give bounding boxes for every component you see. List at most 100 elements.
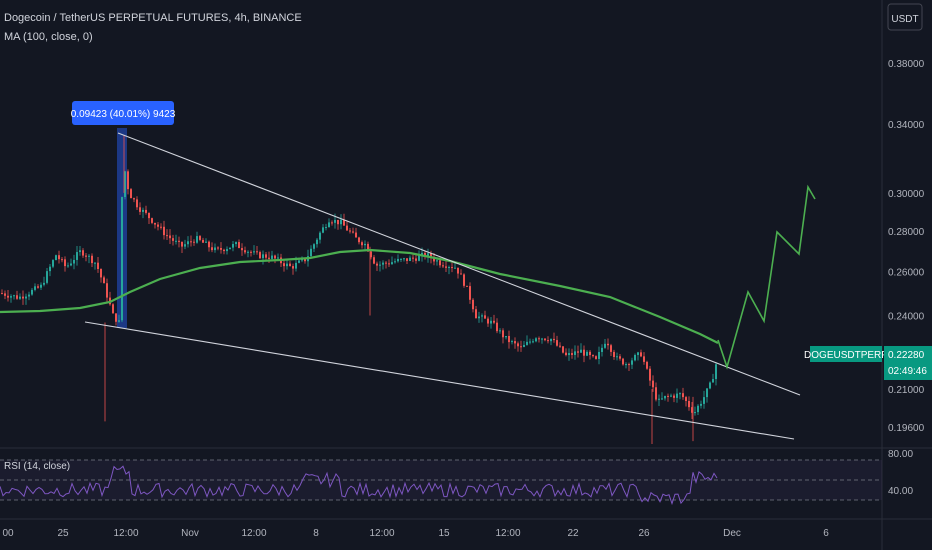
candle-body xyxy=(337,219,339,225)
candle-body xyxy=(544,338,546,341)
time-tick-label: 22 xyxy=(567,528,579,539)
time-axis[interactable]: 00 25 12:00 Nov 12:00 8 12:00 15 12:00 22 26 Dec 6 xyxy=(2,528,829,539)
candle-body xyxy=(181,241,183,247)
candle-body xyxy=(514,341,516,344)
price-tick-label: 0.19600 xyxy=(888,423,925,434)
candle-body xyxy=(37,286,39,288)
candle-body xyxy=(217,247,219,249)
candle-body xyxy=(154,222,156,225)
candle-body xyxy=(136,199,138,208)
candle-body xyxy=(289,263,291,267)
candle-body xyxy=(157,224,159,227)
projection-path xyxy=(717,184,816,370)
candle-body xyxy=(283,263,285,267)
candle-body xyxy=(670,395,672,397)
candle-body xyxy=(151,218,153,223)
candle-body xyxy=(421,252,423,256)
time-tick-label: 25 xyxy=(57,528,69,539)
candle-body xyxy=(106,283,108,298)
candle-body xyxy=(121,197,123,321)
candle-body xyxy=(412,257,414,259)
candle-body xyxy=(235,242,237,245)
candle-body xyxy=(127,171,129,190)
candle-body xyxy=(211,247,213,251)
candle-body xyxy=(682,393,684,398)
countdown-text: 02:49:46 xyxy=(888,366,927,377)
ma-legend[interactable]: MA (100, close, 0) xyxy=(4,31,93,43)
candle-body xyxy=(334,219,336,223)
candle-body xyxy=(559,345,561,347)
candle-body xyxy=(616,356,618,358)
candle-body xyxy=(172,238,174,241)
candle-body xyxy=(346,225,348,231)
candle-body xyxy=(469,286,471,300)
candle-body xyxy=(238,242,240,249)
candle-body xyxy=(169,235,171,239)
candle-body xyxy=(310,248,312,257)
candle-body xyxy=(244,250,246,253)
candle-body xyxy=(664,395,666,399)
candle-body xyxy=(580,349,582,353)
candle-body xyxy=(385,262,387,264)
candle-body xyxy=(58,255,60,260)
candle-body xyxy=(31,289,33,295)
candle-body xyxy=(82,250,84,256)
price-axis[interactable]: 0.38000 0.34000 0.30000 0.28000 0.26000 0.240… xyxy=(888,59,925,434)
candle-body xyxy=(97,262,99,270)
candle-body xyxy=(571,353,573,355)
candle-body xyxy=(199,236,201,240)
candle-body xyxy=(628,364,630,366)
candle-body xyxy=(625,364,627,366)
candle-body xyxy=(553,338,555,341)
candle-body xyxy=(40,284,42,288)
candle-body xyxy=(70,263,72,266)
candlestick-series xyxy=(1,135,717,445)
candle-body xyxy=(316,239,318,245)
candle-body xyxy=(277,257,279,259)
candle-body xyxy=(67,265,69,267)
candle-body xyxy=(166,235,168,237)
candle-body xyxy=(403,258,405,260)
candle-body xyxy=(709,382,711,389)
candle-body xyxy=(115,313,117,322)
symbol-tag-text: DOGEUSDTPERP xyxy=(804,350,888,361)
candle-body xyxy=(205,241,207,243)
candle-body xyxy=(388,263,390,265)
candle-body xyxy=(325,227,327,229)
candle-body xyxy=(685,397,687,401)
candle-body xyxy=(322,227,324,233)
candle-body xyxy=(52,260,54,267)
currency-button[interactable]: USDT xyxy=(887,3,923,31)
candle-body xyxy=(487,318,489,324)
candle-body xyxy=(673,395,675,398)
ma-line xyxy=(0,248,719,344)
candle-body xyxy=(481,315,483,317)
candle-body xyxy=(100,269,102,278)
rsi-tick-label: 80.00 xyxy=(888,449,913,460)
candle-body xyxy=(637,352,639,355)
candle-body xyxy=(610,345,612,352)
candle-body xyxy=(433,258,435,262)
rsi-legend[interactable]: RSI (14, close) xyxy=(4,461,71,472)
candle-body xyxy=(223,249,225,252)
time-tick-label: 26 xyxy=(638,528,650,539)
candle-body xyxy=(562,346,564,353)
time-tick-label: Nov xyxy=(181,528,199,539)
time-tick-label: 6 xyxy=(823,528,829,539)
candle-body xyxy=(511,341,513,343)
price-tick-label: 0.21000 xyxy=(888,385,925,396)
candle-body xyxy=(574,351,576,355)
candle-body xyxy=(292,266,294,269)
candle-body xyxy=(43,282,45,285)
candle-body xyxy=(241,248,243,251)
candle-body xyxy=(532,341,534,343)
candle-body xyxy=(523,344,525,347)
candle-body xyxy=(88,255,90,257)
candle-body xyxy=(370,251,372,258)
measure-label: 0.09423 (40.01%) 9423 xyxy=(71,101,176,125)
candle-body xyxy=(457,267,459,274)
candle-body xyxy=(490,320,492,324)
candle-body xyxy=(631,360,633,365)
candle-body xyxy=(607,343,609,346)
